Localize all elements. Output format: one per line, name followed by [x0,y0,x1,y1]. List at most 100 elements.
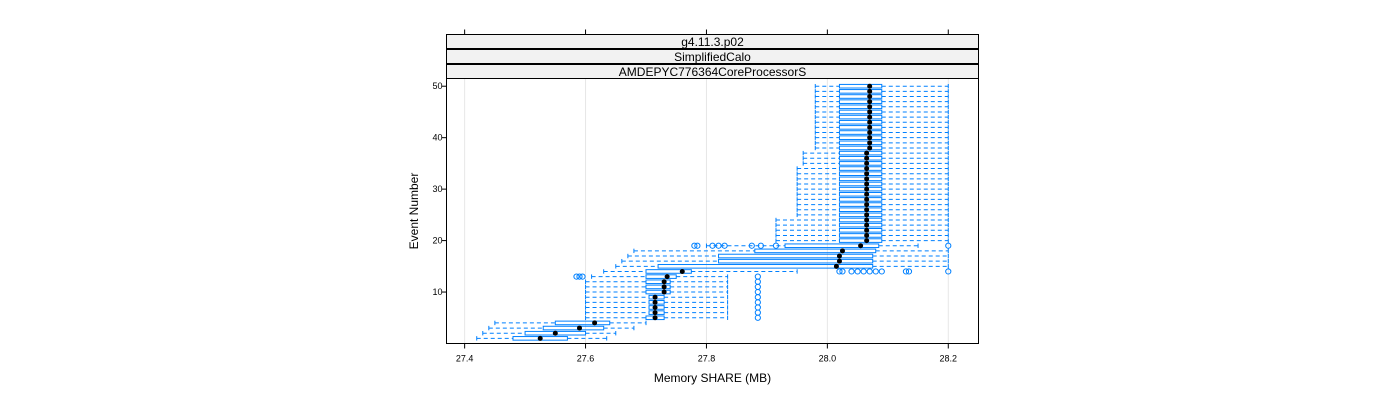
median-point [864,150,870,156]
outlier-point [691,242,698,249]
outlier-point [945,242,952,249]
median-point [661,289,667,295]
iqr-box [838,125,883,130]
median-point [664,274,670,280]
median-point [864,181,870,187]
plot-panel-border [446,78,979,344]
iqr-box [838,135,883,140]
outlier-point [579,273,586,280]
median-point [867,114,873,120]
outlier-point [754,278,761,285]
boxplot-event-45 [814,109,949,115]
iqr-box [718,253,874,259]
iqr-box [838,176,883,182]
median-point [839,248,845,254]
outlier-point [754,314,761,321]
boxplot-event-28 [796,196,949,202]
iqr-box [838,191,883,197]
outlier-point [694,242,701,249]
boxplot-event-37 [802,150,949,156]
y-axis-title: Event Number [407,173,421,250]
outlier-point [754,304,761,311]
median-point [864,238,870,244]
median-point [867,119,873,125]
boxplot-event-20 [775,238,949,244]
median-point [552,330,558,336]
x-tick-label: 27.8 [698,354,716,364]
outlier-point [754,299,761,306]
median-point [836,253,842,259]
iqr-box [838,104,883,110]
y-tick-label: 20 [432,236,442,246]
boxplot-event-35 [802,160,949,166]
median-point [652,315,658,321]
y-tick-label: 50 [432,81,442,91]
iqr-box [838,161,883,166]
boxplot-event-50 [814,83,949,89]
iqr-box [838,181,883,187]
iqr-box [657,264,874,269]
boxplot-event-23 [775,222,949,228]
iqr-box [838,150,883,156]
median-point [864,207,870,213]
boxplot-event-33 [796,171,949,177]
median-point [864,171,870,177]
median-point [864,155,870,161]
median-point [864,166,870,172]
outlier-point [754,283,761,290]
boxplot-event-16 [621,258,949,264]
median-point [867,135,873,141]
median-point [867,94,873,100]
iqr-box [754,248,877,254]
iqr-box [838,233,883,238]
boxplot-event-38 [814,145,949,151]
boxplot-event-31 [796,181,949,187]
boxplot-event-11 [585,283,761,290]
top-axis [464,29,949,35]
boxplot-event-22 [775,227,949,233]
boxplot-event-18 [633,248,949,254]
median-point [867,130,873,136]
boxplot-event-26 [796,207,949,213]
median-point [867,109,873,115]
boxplot-event-6 [585,309,761,316]
median-point [652,304,658,310]
boxplot-event-42 [814,124,949,130]
outlier-point [872,268,879,275]
iqr-box [645,274,677,279]
boxplot-event-13 [573,273,761,280]
iqr-box [784,243,880,249]
outlier-point [902,268,910,275]
iqr-box [838,202,883,207]
boxplot-event-32 [796,176,949,182]
boxplot-event-49 [814,88,949,94]
median-point [864,186,870,192]
iqr-box [645,284,671,290]
median-point [864,232,870,238]
median-point [867,124,873,130]
median-point [661,284,667,290]
outlier-point [945,268,952,275]
boxplot-event-4 [494,320,647,326]
iqr-box [838,227,883,233]
iqr-box [645,279,671,285]
y-tick-label: 10 [432,287,442,297]
boxplot-event-41 [814,130,949,136]
strip-1-label: g4.11.3.p02 [681,35,744,49]
median-point [577,325,582,331]
iqr-box [838,186,883,192]
iqr-box [838,99,883,104]
median-point [867,104,873,110]
median-point [661,279,667,285]
outlier-point [721,242,728,249]
boxplot-event-27 [796,202,949,208]
boxplots [476,83,952,341]
median-point [864,196,870,202]
median-point [867,88,873,94]
iqr-box [838,109,883,115]
boxplot-event-2 [482,330,617,336]
median-point [864,212,870,218]
outlier-point [839,268,846,275]
iqr-box [838,217,883,223]
outlier-point [757,242,764,249]
